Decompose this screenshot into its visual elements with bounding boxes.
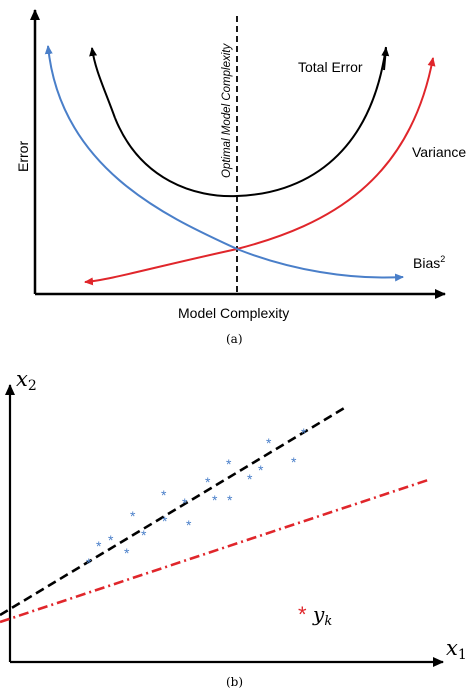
scatter-points: * * * * * * * * * * * * * * * * * * * [86,425,307,571]
alternative-line [0,478,429,624]
panel-a-y-label: Error [15,141,31,172]
yk-label-main: y [312,602,325,626]
variance-curve [84,248,238,286]
variance-label: Variance [412,144,466,160]
scatter-point: * [124,545,130,561]
bias-label-superscript: 2 [440,254,445,264]
yk-label-subscript: k [324,614,332,629]
panel-a: Optimal Model Complexity Total Error Var… [15,9,466,346]
panel-b-x-label-main: x [446,636,458,660]
scatter-point: * [291,454,297,470]
panel-b-y-label: x2 [16,367,37,394]
scatter-point: * [186,517,192,533]
scatter-point: * [141,527,147,543]
scatter-point: * [162,513,168,529]
fit-line [0,405,347,617]
panel-b: * * * * * * * * * * * * * * * * * * * * … [0,367,467,689]
scatter-point: * [96,538,102,554]
scatter-point: * [205,474,211,490]
scatter-point: * [301,425,307,441]
scatter-point: * [226,456,232,472]
yk-label: yk [312,602,332,629]
panel-b-y-label-subscript: 2 [28,378,37,394]
panel-a-x-label: Model Complexity [178,305,289,321]
scatter-point: * [182,495,188,511]
scatter-point: * [130,508,136,524]
panel-b-caption: (b) [226,675,243,689]
bias-label-text: Bias [413,255,440,271]
scatter-point: * [266,435,272,451]
total-error-curve-left-arm [89,47,116,119]
total-error-label: Total Error [298,59,363,75]
scatter-point: * [247,471,253,487]
total-error-curve [114,46,387,198]
bias-curve-tail [236,248,404,282]
optimal-complexity-label: Optimal Model Complexity [221,43,233,178]
scatter-point: * [108,532,114,548]
panel-b-x-label-subscript: 1 [458,647,467,663]
bias-curve [44,45,238,250]
panel-b-x-label: x1 [446,636,467,663]
scatter-point: * [212,492,218,508]
bias-label: Bias2 [413,254,445,271]
total-error-arrow-right [381,47,390,71]
scatter-point: * [161,487,167,503]
yk-marker: * [298,602,307,627]
scatter-point: * [86,555,92,571]
panel-a-caption: (a) [226,332,243,346]
variance-curve-rise [236,57,436,250]
scatter-point: * [258,462,264,478]
panel-b-y-label-main: x [16,367,28,391]
scatter-point: * [227,492,233,508]
